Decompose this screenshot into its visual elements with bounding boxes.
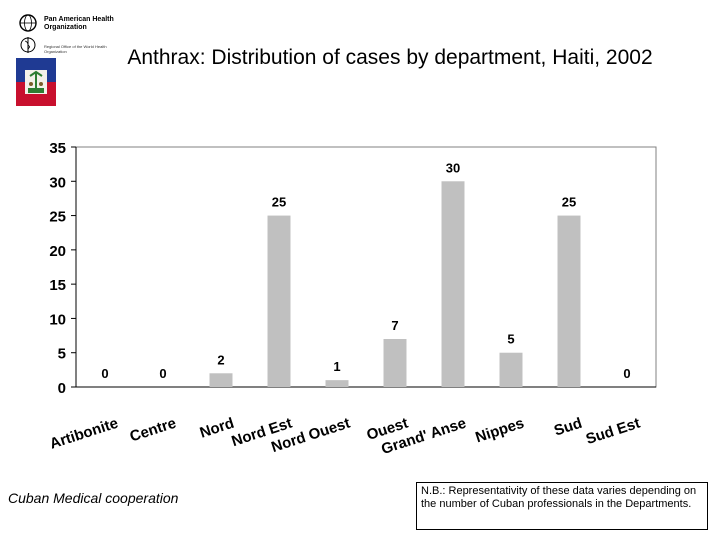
bar (557, 215, 581, 387)
data-label: 0 (159, 366, 166, 381)
x-tick-label-line: Artibonite (48, 415, 121, 453)
x-tick-label-line: Sud Est (584, 415, 642, 448)
bar (325, 380, 349, 387)
y-tick-label: 35 (49, 140, 66, 157)
y-tick-label: 15 (49, 277, 66, 294)
haiti-coat-of-arms-icon (16, 58, 56, 106)
paho-logo-subtext: Regional Office of the World Health Orga… (44, 44, 107, 54)
chart-title: Anthrax: Distribution of cases by depart… (127, 46, 653, 69)
x-tick-label: Centre (128, 415, 178, 446)
bar (383, 339, 407, 387)
y-tick-label: 25 (49, 209, 66, 226)
data-label: 5 (507, 332, 514, 347)
credit-text: Cuban Medical cooperation (8, 490, 179, 506)
x-tick-label-line: Centre (128, 415, 178, 446)
y-tick-label: 20 (49, 243, 66, 260)
x-tick-label-line: Sud (552, 415, 584, 440)
y-tick-label: 5 (58, 346, 66, 363)
y-tick-label: 30 (49, 174, 66, 191)
x-tick-label: Sud Est (584, 415, 642, 448)
data-label: 0 (623, 366, 630, 381)
y-tick-label: 0 (58, 380, 66, 397)
representativity-note: N.B.: Representativity of these data var… (416, 482, 708, 530)
data-label: 7 (391, 318, 398, 333)
bar (267, 215, 291, 387)
data-label: 25 (272, 195, 286, 210)
x-tick-label: Sud (552, 415, 584, 440)
paho-logo: Pan American Health Organization Regiona… (14, 14, 114, 106)
data-label: 0 (101, 366, 108, 381)
data-label: 1 (333, 359, 340, 374)
paho-emblem-icon (14, 14, 42, 54)
x-tick-label: Artibonite (48, 415, 121, 453)
bar (499, 352, 523, 387)
bar (209, 373, 233, 387)
x-tick-label-line: Nippes (473, 415, 526, 447)
y-tick-label: 10 (49, 311, 66, 328)
paho-logo-text: Pan American Health Organization (44, 16, 114, 31)
x-tick-label: Nippes (473, 415, 526, 447)
data-label: 25 (562, 195, 576, 210)
data-label: 30 (446, 160, 460, 175)
data-label: 2 (217, 352, 224, 367)
bar (441, 181, 465, 387)
